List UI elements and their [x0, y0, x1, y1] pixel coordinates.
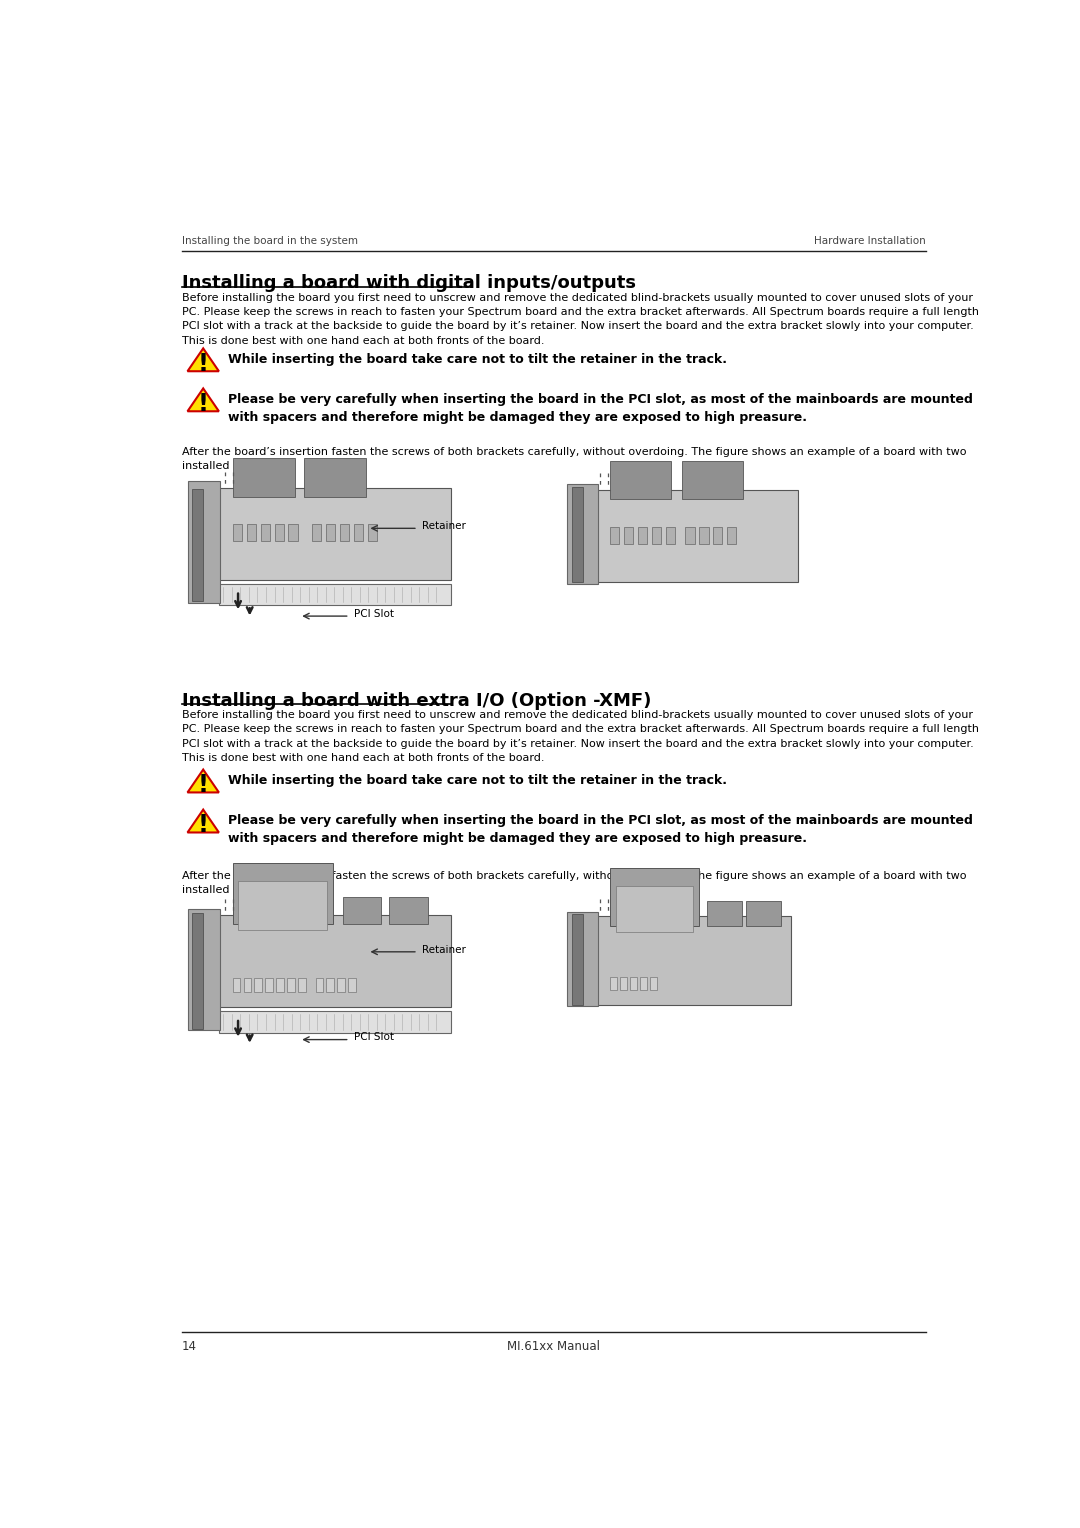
Polygon shape — [610, 868, 699, 926]
Text: Hardware Installation: Hardware Installation — [813, 237, 926, 246]
Polygon shape — [274, 524, 284, 541]
Polygon shape — [666, 527, 675, 544]
Polygon shape — [638, 527, 647, 544]
Text: After the board’s insertion fasten the screws of both brackets carefully, withou: After the board’s insertion fasten the s… — [181, 871, 966, 895]
Polygon shape — [339, 524, 349, 541]
Polygon shape — [631, 978, 637, 990]
Text: Installing a board with digital inputs/outputs: Installing a board with digital inputs/o… — [181, 274, 635, 292]
Polygon shape — [303, 458, 366, 497]
Polygon shape — [276, 978, 284, 992]
Polygon shape — [650, 978, 658, 990]
Text: Installing the board in the system: Installing the board in the system — [181, 237, 357, 246]
Polygon shape — [188, 909, 220, 1030]
Polygon shape — [683, 460, 743, 500]
Polygon shape — [699, 527, 708, 544]
Polygon shape — [298, 978, 306, 992]
Polygon shape — [287, 978, 295, 992]
Polygon shape — [342, 897, 381, 924]
Polygon shape — [260, 524, 270, 541]
Polygon shape — [255, 978, 262, 992]
Polygon shape — [218, 584, 451, 605]
Polygon shape — [188, 770, 219, 793]
Text: Please be very carefully when inserting the board in the PCI slot, as most of th: Please be very carefully when inserting … — [228, 814, 973, 845]
Polygon shape — [620, 978, 627, 990]
Text: PCI Slot: PCI Slot — [353, 1033, 393, 1042]
Polygon shape — [610, 978, 617, 990]
Polygon shape — [337, 978, 345, 992]
Text: PCI Slot: PCI Slot — [353, 608, 393, 619]
Polygon shape — [232, 978, 241, 992]
Polygon shape — [218, 487, 451, 581]
Polygon shape — [188, 348, 219, 371]
Polygon shape — [353, 524, 363, 541]
Polygon shape — [610, 527, 619, 544]
Polygon shape — [315, 978, 323, 992]
Polygon shape — [326, 524, 335, 541]
Polygon shape — [246, 524, 256, 541]
Polygon shape — [348, 978, 356, 992]
Text: 14: 14 — [181, 1340, 197, 1352]
Polygon shape — [640, 978, 647, 990]
Polygon shape — [312, 524, 321, 541]
Polygon shape — [616, 886, 693, 932]
Polygon shape — [610, 460, 671, 500]
Polygon shape — [572, 487, 583, 582]
Polygon shape — [707, 902, 742, 926]
Text: Retainer: Retainer — [422, 944, 465, 955]
Text: While inserting the board take care not to tilt the retainer in the track.: While inserting the board take care not … — [228, 353, 727, 365]
Polygon shape — [232, 458, 295, 497]
Polygon shape — [389, 897, 428, 924]
Text: While inserting the board take care not to tilt the retainer in the track.: While inserting the board take care not … — [228, 775, 727, 787]
Polygon shape — [243, 978, 252, 992]
Polygon shape — [652, 527, 661, 544]
Polygon shape — [567, 912, 598, 1007]
Polygon shape — [326, 978, 334, 992]
Polygon shape — [727, 527, 737, 544]
Text: After the board’s insertion fasten the screws of both brackets carefully, withou: After the board’s insertion fasten the s… — [181, 446, 966, 471]
Polygon shape — [188, 810, 219, 833]
Polygon shape — [188, 481, 220, 604]
Polygon shape — [685, 527, 694, 544]
Polygon shape — [567, 484, 598, 584]
Polygon shape — [572, 914, 583, 1005]
Polygon shape — [232, 862, 334, 924]
Polygon shape — [192, 914, 203, 1028]
Polygon shape — [232, 524, 242, 541]
Text: Please be very carefully when inserting the board in the PCI slot, as most of th: Please be very carefully when inserting … — [228, 393, 973, 423]
Text: MI.61xx Manual: MI.61xx Manual — [507, 1340, 600, 1352]
Polygon shape — [624, 527, 633, 544]
Polygon shape — [218, 1012, 451, 1033]
Text: Installing a board with extra I/O (Option -XMF): Installing a board with extra I/O (Optio… — [181, 692, 651, 709]
Text: !: ! — [198, 773, 208, 798]
Polygon shape — [218, 915, 451, 1007]
Text: !: ! — [198, 351, 208, 376]
Text: !: ! — [198, 813, 208, 837]
Polygon shape — [713, 527, 723, 544]
Polygon shape — [367, 524, 377, 541]
Polygon shape — [238, 882, 327, 931]
Polygon shape — [266, 978, 273, 992]
Polygon shape — [188, 388, 219, 411]
Text: Before installing the board you first need to unscrew and remove the dedicated b: Before installing the board you first ne… — [181, 711, 978, 764]
Polygon shape — [288, 524, 298, 541]
Text: Before installing the board you first need to unscrew and remove the dedicated b: Before installing the board you first ne… — [181, 293, 978, 345]
Polygon shape — [745, 902, 781, 926]
Polygon shape — [597, 917, 791, 1005]
Text: Retainer: Retainer — [422, 521, 465, 532]
Polygon shape — [597, 490, 798, 582]
Polygon shape — [192, 489, 203, 602]
Text: !: ! — [198, 393, 208, 416]
